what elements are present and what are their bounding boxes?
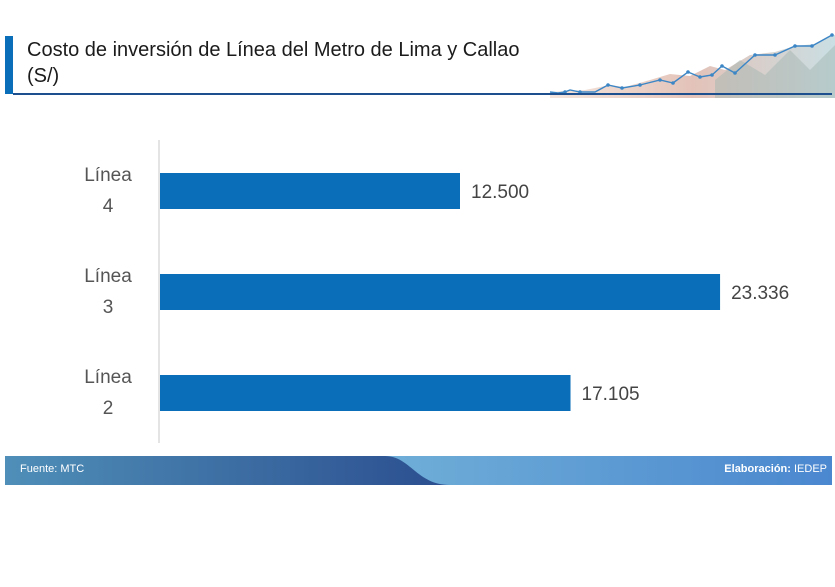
data-label: 23.336 — [731, 283, 789, 304]
chart-unit: (S/) — [27, 65, 60, 87]
header-underline — [13, 93, 832, 95]
chart-footer: Fuente: MTC Elaboración: IEDEP — [5, 456, 832, 485]
category-tick-label: Línea 2 — [84, 367, 132, 419]
category-tick-label: Línea 3 — [84, 266, 132, 318]
credit-label: Elaboración: — [724, 463, 791, 475]
footer-band — [5, 456, 832, 485]
data-label: 12.500 — [471, 182, 529, 203]
source-note: Fuente: MTC — [20, 463, 85, 475]
bar-linea-3 — [160, 274, 721, 310]
bar-chart: 12.500 Línea 4 23.336 Línea 3 17.105 Línea 2 — [84, 140, 789, 443]
chart-header: Costo de inversión de Línea del Metro de… — [0, 30, 835, 98]
bar-linea-4 — [160, 173, 460, 209]
category-tick-label: Línea 4 — [84, 165, 132, 217]
decorative-trend-graphic — [549, 33, 835, 98]
credit-note: Elaboración: IEDEP — [724, 463, 827, 475]
data-label: 17.105 — [582, 384, 640, 405]
credit-value: IEDEP — [793, 463, 827, 475]
chart-title: Costo de inversión de Línea del Metro de… — [27, 39, 520, 61]
bar-linea-2 — [160, 375, 571, 411]
title-accent-bar — [5, 36, 13, 94]
